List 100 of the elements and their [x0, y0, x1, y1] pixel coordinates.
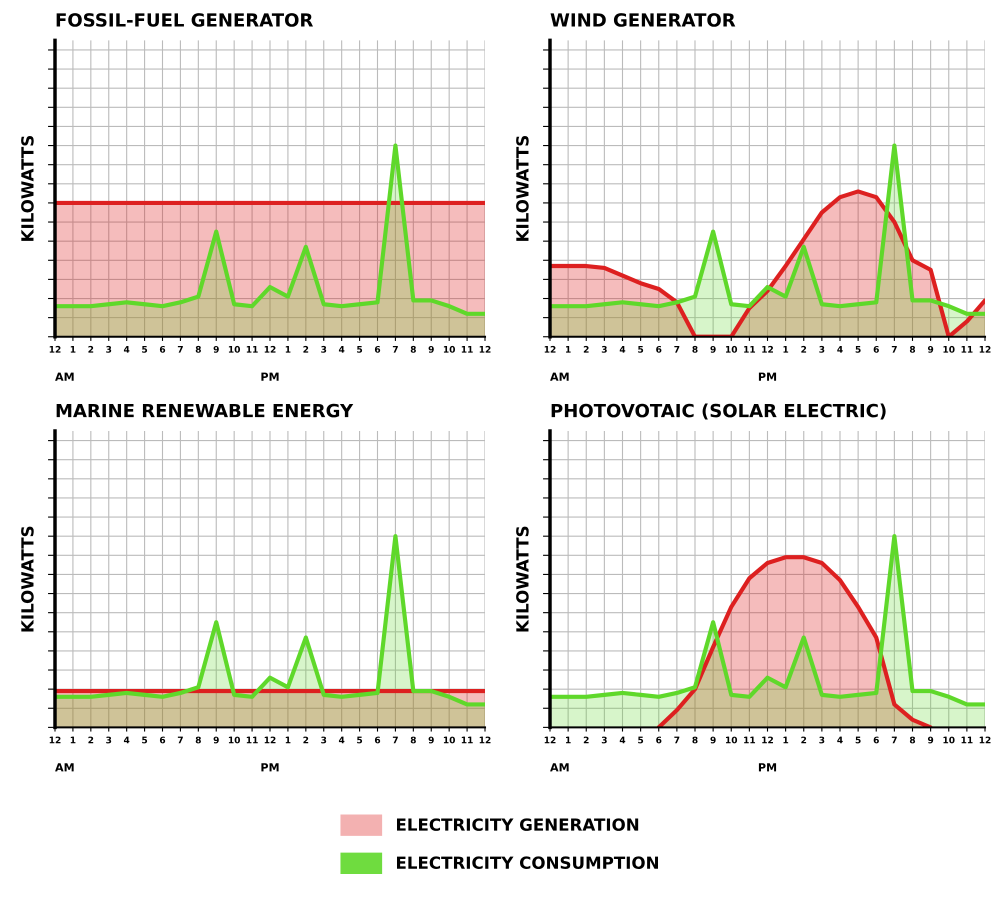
x-tick-label: 6	[160, 346, 166, 353]
x-tick-label: 10	[444, 346, 456, 353]
x-tick-label: 3	[106, 736, 112, 744]
x-tick-label: 4	[124, 346, 130, 353]
text: PM	[261, 372, 279, 381]
x-tick-label: 5	[357, 736, 362, 744]
x-tick-label: 10	[228, 346, 240, 353]
x-tick-label: 4	[124, 736, 130, 744]
x-tick-label: 7	[392, 346, 398, 353]
x-tick-label: 6	[874, 736, 879, 744]
x-tick-label: 11	[462, 346, 473, 353]
chart-title: PHOTOVOTAIC (SOLAR ELECTRIC)	[552, 403, 886, 420]
y-axis-title: KILOWATTS	[21, 136, 34, 241]
x-tick-label: 1	[70, 736, 76, 744]
x-tick-label: 2	[584, 346, 589, 353]
x-tick-label: 12	[480, 736, 490, 744]
x-tick-label: 5	[357, 346, 362, 353]
x-tick-label: 1	[70, 346, 76, 353]
x-tick-label: 12	[50, 346, 60, 353]
x-tick-label: 3	[819, 346, 824, 353]
x-tick-label: 5	[142, 736, 148, 744]
x-tick-label: 5	[856, 346, 861, 353]
x-tick-label: 11	[744, 736, 756, 744]
text: AM	[55, 763, 74, 772]
x-tick-label: 6	[656, 736, 662, 744]
x-tick-label: 7	[674, 736, 680, 744]
x-tick-label: 8	[196, 736, 201, 744]
x-tick-label: 7	[892, 736, 897, 744]
x-tick-label: 1	[784, 736, 788, 744]
x-tick-label: 8	[196, 346, 201, 353]
x-tick-label: 6	[874, 346, 879, 353]
y-axis-title: KILOWATTS	[516, 526, 529, 632]
x-tick-label: 2	[801, 346, 806, 353]
x-tick-label: 4	[620, 346, 626, 353]
x-tick-label: 2	[303, 736, 308, 744]
legend-label: ELECTRICITY GENERATION	[396, 818, 638, 831]
x-tick-label: 3	[321, 736, 326, 744]
x-tick-label: 5	[638, 346, 644, 353]
x-tick-label: 5	[142, 346, 148, 353]
x-tick-label: 11	[962, 736, 973, 744]
x-tick-label: 3	[819, 736, 824, 744]
x-tick-label: 1	[286, 346, 290, 353]
x-tick-label: 4	[338, 736, 344, 744]
x-tick-label: 3	[602, 736, 607, 744]
x-tick-label: 11	[744, 346, 756, 353]
x-tick-label: 10	[943, 736, 955, 744]
x-tick-label: 11	[246, 736, 258, 744]
x-tick-label: 2	[584, 736, 589, 744]
x-tick-label: 8	[410, 736, 416, 744]
x-tick-label: 12	[544, 736, 556, 744]
x-tick-label: 6	[160, 736, 166, 744]
x-tick-label: 2	[303, 346, 308, 353]
x-tick-label: 6	[656, 346, 662, 353]
x-tick-label: 7	[392, 736, 398, 744]
x-tick-label: 7	[178, 736, 183, 744]
x-tick-label: 12	[50, 736, 60, 744]
x-tick-label: 10	[943, 346, 955, 353]
x-tick-label: 4	[837, 346, 843, 353]
x-tick-label: 3	[106, 346, 112, 353]
x-tick-label: 8	[910, 736, 916, 744]
x-tick-label: 12	[762, 736, 773, 744]
x-tick-label: 9	[214, 736, 219, 744]
x-tick-label: 9	[928, 346, 934, 353]
x-tick-label: 6	[374, 736, 380, 744]
x-tick-label: 12	[264, 736, 276, 744]
x-tick-label: 9	[428, 346, 434, 353]
x-tick-label: 7	[892, 346, 897, 353]
x-tick-label: 2	[88, 736, 94, 744]
x-tick-label: 2	[88, 346, 94, 353]
y-axis-title: KILOWATTS	[21, 526, 34, 632]
x-tick-label: 1	[286, 736, 290, 744]
x-tick-label: 12	[980, 346, 990, 353]
x-tick-label: 12	[762, 346, 773, 353]
x-tick-label: 10	[444, 736, 456, 744]
x-tick-label: 3	[321, 346, 326, 353]
text: PM	[758, 763, 776, 772]
legend-label: ELECTRICITY CONSUMPTION	[396, 856, 658, 870]
x-tick-label: 5	[638, 736, 644, 744]
x-tick-label: 4	[620, 736, 626, 744]
x-tick-label: 7	[674, 346, 680, 353]
x-tick-label: 1	[566, 736, 571, 744]
x-tick-label: 12	[544, 346, 556, 353]
x-tick-label: 9	[710, 346, 716, 353]
x-tick-label: 6	[374, 346, 380, 353]
x-tick-label: 8	[692, 346, 698, 353]
x-tick-label: 11	[962, 346, 973, 353]
x-tick-label: 7	[178, 346, 183, 353]
x-tick-label: 1	[784, 346, 788, 353]
x-tick-label: 12	[480, 346, 490, 353]
x-tick-label: 1	[566, 346, 571, 353]
chart-title: WIND GENERATOR	[550, 13, 736, 27]
x-tick-label: 10	[726, 736, 738, 744]
x-tick-label: 2	[801, 736, 806, 744]
x-tick-label: 8	[692, 736, 698, 744]
x-tick-label: 11	[462, 736, 473, 744]
x-tick-label: 12	[264, 346, 276, 353]
x-tick-label: 12	[980, 736, 990, 744]
x-tick-label: 3	[602, 346, 607, 353]
x-tick-label: 8	[410, 346, 416, 353]
chart-title: FOSSIL-FUEL GENERATOR	[56, 13, 313, 27]
